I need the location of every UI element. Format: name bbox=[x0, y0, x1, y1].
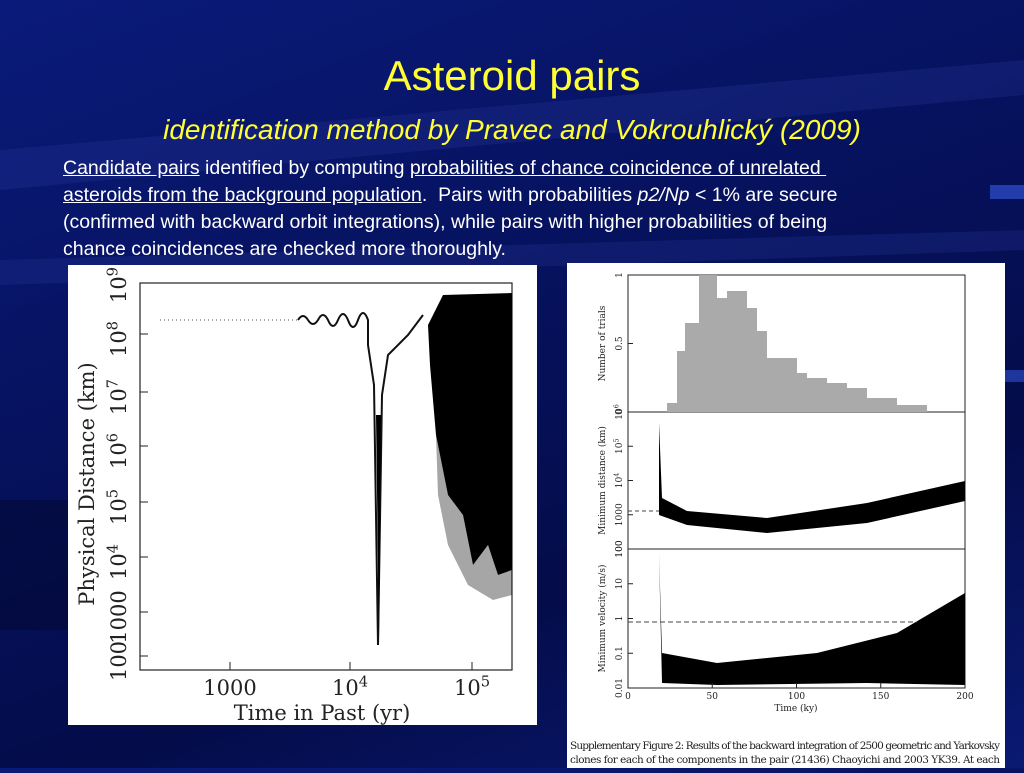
text-segment: < 1% are secure bbox=[689, 184, 838, 206]
caption-line: Supplementary Figure 2: Results of the b… bbox=[570, 740, 1000, 752]
y-tick-label: 105 bbox=[105, 489, 131, 525]
y-tick-label: 0.01 bbox=[615, 678, 625, 698]
y-tick-label: 1 bbox=[615, 272, 625, 278]
figure-right: 0 0.5 1 Number of trials 100 1000 104 105 106 Min… bbox=[567, 263, 1005, 768]
tick-exponent: 6 bbox=[613, 404, 620, 408]
y-tick-label: 1 bbox=[615, 616, 625, 622]
tick-base: 10 bbox=[107, 442, 131, 469]
x-tick-label: 1000 bbox=[203, 676, 256, 700]
x-tick-label: 0 bbox=[625, 692, 631, 702]
y-axis-label: Physical Distance (km) bbox=[75, 362, 99, 605]
y-tick-label: 1000 bbox=[615, 503, 625, 526]
text-segment: asteroids from the background population bbox=[63, 184, 422, 206]
text-segment: (confirmed with backward orbit integrati… bbox=[63, 211, 828, 233]
tick-exponent: 7 bbox=[105, 379, 122, 388]
tick-exponent: 6 bbox=[105, 433, 122, 442]
tick-base: 10 bbox=[615, 477, 625, 489]
x-tick-label: 200 bbox=[956, 692, 973, 702]
tick-exponent: 4 bbox=[359, 674, 368, 691]
y-tick-label: 100 bbox=[107, 641, 131, 681]
tick-base: 10 bbox=[332, 676, 359, 700]
subtitle: identification method by Pravec and Vokr… bbox=[163, 114, 861, 145]
x-axis-label: Time in Past (yr) bbox=[234, 701, 411, 725]
y-tick-label: 0.5 bbox=[615, 336, 625, 351]
y-tick-label: 10 bbox=[615, 578, 625, 590]
tick-base: 10 bbox=[107, 498, 131, 525]
text-segment: p2/Np bbox=[637, 184, 690, 206]
x-tick-label: 104 bbox=[332, 674, 368, 700]
y-tick-label: 0.1 bbox=[615, 646, 625, 660]
tick-base: 10 bbox=[107, 553, 131, 580]
tick-base: 10 bbox=[615, 442, 625, 454]
y-axis-label: Minimum velocity (m/s) bbox=[597, 565, 608, 673]
text-segment: chance coincidences are checked more tho… bbox=[63, 238, 506, 260]
y-tick-label: 108 bbox=[105, 321, 131, 357]
y-tick-label: 104 bbox=[105, 544, 131, 580]
tick-base: 10 bbox=[107, 388, 131, 415]
caption-line: clones for each of the components in the… bbox=[570, 754, 1000, 766]
text-segment: . Pairs with probabilities bbox=[421, 184, 638, 206]
tick-base: 10 bbox=[615, 408, 625, 420]
tick-base: 10 bbox=[107, 276, 131, 303]
x-tick-label: 150 bbox=[872, 692, 889, 702]
tick-exponent: 4 bbox=[613, 473, 620, 477]
tick-exponent: 8 bbox=[105, 321, 122, 330]
y-tick-label: 100 bbox=[615, 540, 625, 557]
y-tick-label: 106 bbox=[105, 433, 131, 469]
y-axis-label: Number of trials bbox=[598, 305, 608, 381]
tick-base: 10 bbox=[107, 330, 131, 357]
body-text: Candidate pairs identified by computing … bbox=[63, 155, 838, 263]
y-axis-label: Minimum distance (km) bbox=[597, 426, 608, 535]
tick-exponent: 5 bbox=[613, 439, 620, 443]
y-tick-label: 0 bbox=[615, 409, 625, 415]
y-tick-label: 1000 bbox=[107, 590, 131, 643]
body-line: asteroids from the background population… bbox=[63, 182, 838, 209]
text-segment: identified by computing bbox=[199, 157, 410, 179]
body-line: Candidate pairs identified by computing … bbox=[63, 155, 838, 182]
x-tick-label: 100 bbox=[788, 692, 805, 702]
y-tick-label: 106 bbox=[613, 404, 625, 419]
y-tick-label: 109 bbox=[105, 267, 131, 303]
figure-left: 100 1000 104 105 106 107 108 109 1000 104 105 Physi… bbox=[68, 265, 537, 725]
text-segment: probabilities of chance coincidence of u… bbox=[409, 157, 827, 179]
y-tick-label: 107 bbox=[105, 379, 131, 415]
title: Asteroid pairs bbox=[383, 52, 641, 99]
tick-exponent: 5 bbox=[481, 674, 490, 691]
x-axis-label: Time (ky) bbox=[774, 703, 817, 714]
tick-exponent: 5 bbox=[105, 489, 122, 498]
x-tick-label: 105 bbox=[454, 674, 490, 700]
body-line: (confirmed with backward orbit integrati… bbox=[63, 209, 838, 236]
y-tick-label: 100 bbox=[615, 540, 625, 557]
tick-exponent: 9 bbox=[105, 267, 122, 276]
tick-exponent: 4 bbox=[105, 544, 122, 553]
text-segment: Candidate pairs bbox=[63, 157, 200, 179]
body-line: chance coincidences are checked more tho… bbox=[63, 236, 838, 263]
y-tick-label: 105 bbox=[613, 439, 625, 454]
x-tick-label: 50 bbox=[707, 692, 719, 702]
tick-base: 10 bbox=[454, 676, 481, 700]
y-tick-label: 104 bbox=[613, 473, 625, 488]
